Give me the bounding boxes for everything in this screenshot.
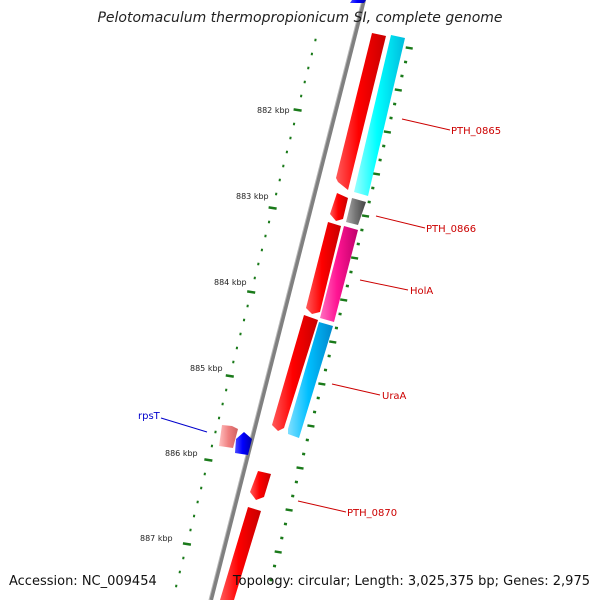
scale-label-885: 885 kbp [190, 364, 223, 373]
leader-pth0866 [376, 216, 425, 228]
gc-tick-major [340, 299, 347, 300]
scale-label-882: 882 kbp [257, 106, 290, 115]
scale-label-886: 886 kbp [165, 449, 198, 458]
gene-pth0866[interactable] [346, 198, 366, 225]
gc-tick-major [307, 425, 314, 426]
scale-label-887: 887 kbp [140, 534, 173, 543]
gc-tick-major [275, 551, 282, 552]
scale-tick-major [204, 459, 212, 460]
label-pth0866[interactable]: PTH_0866 [426, 224, 476, 235]
gc-tick-major [351, 257, 358, 258]
scale-tick-major [294, 109, 302, 110]
scale-tick-major [226, 375, 234, 376]
scale-tick-major [269, 207, 277, 208]
gene-partial-top[interactable] [350, 0, 366, 3]
leader-pth0865 [402, 119, 450, 130]
gc-tick-major [406, 47, 413, 48]
gene-forward-2[interactable] [330, 193, 348, 221]
label-hola[interactable]: HolA [410, 286, 433, 297]
gc-tick-major [384, 131, 391, 132]
label-uraa[interactable]: UraA [382, 391, 407, 402]
leader-hola [360, 280, 408, 290]
gene-forward-5[interactable] [250, 471, 271, 500]
gc-tick-major [362, 215, 369, 216]
scale-label-883: 883 kbp [236, 192, 269, 201]
gc-tick-major [286, 509, 293, 510]
leader-rpst [161, 418, 207, 432]
page-title: Pelotomaculum thermopropionicum SI, comp… [0, 10, 600, 26]
gc-tick-major [318, 383, 325, 384]
gene-rpst[interactable] [219, 425, 238, 448]
gc-tick-major [395, 89, 402, 90]
leader-uraa [332, 384, 380, 395]
gc-tick-major [297, 467, 304, 468]
accession-text: Accession: NC_009454 [9, 574, 157, 589]
scale-tick-major [247, 291, 255, 292]
genome-summary-text: Topology: circular; Length: 3,025,375 bp… [233, 574, 590, 589]
scale-label-884: 884 kbp [214, 278, 247, 287]
leader-pth0870 [298, 501, 346, 512]
gc-tick-major [329, 341, 336, 342]
label-pth0865[interactable]: PTH_0865 [451, 126, 501, 137]
scale-tick-major [183, 543, 191, 544]
gc-tick-major [373, 173, 380, 174]
label-rpst[interactable]: rpsT [138, 411, 161, 422]
label-pth0870[interactable]: PTH_0870 [347, 508, 397, 519]
